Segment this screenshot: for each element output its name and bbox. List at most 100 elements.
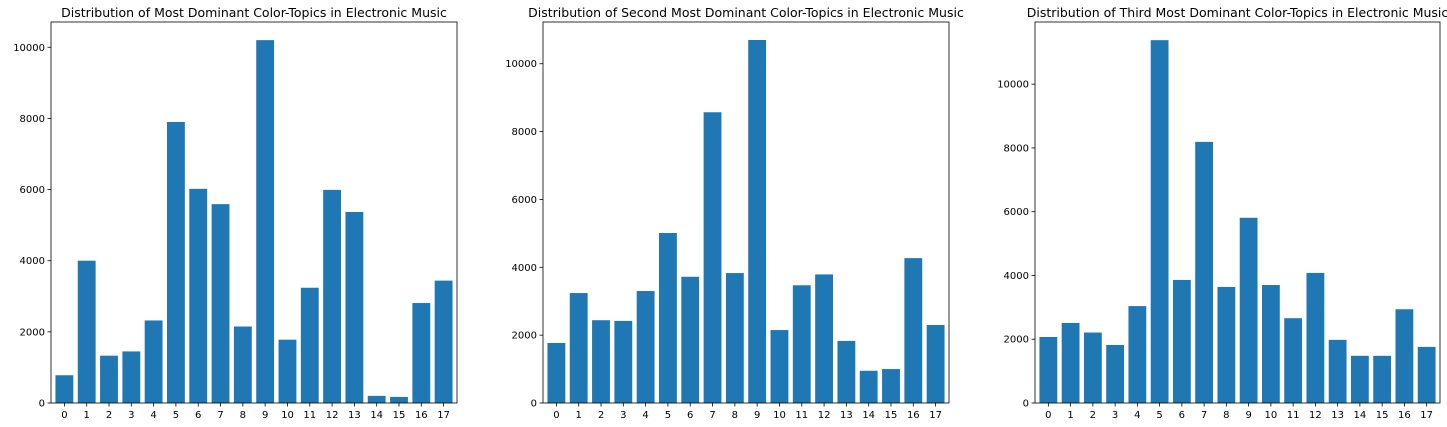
x-tick-label: 10 (281, 410, 294, 421)
bar-11 (792, 285, 811, 403)
y-tick-label: 10000 (505, 59, 537, 70)
x-tick-label: 17 (929, 410, 942, 421)
bar-6 (189, 188, 208, 403)
bar-1 (1061, 322, 1080, 403)
axes-frame (1034, 21, 1441, 404)
x-tick-label: 14 (1354, 410, 1367, 421)
bar-2 (592, 320, 610, 403)
x-tick-label: 0 (553, 410, 559, 421)
bar-5 (659, 233, 677, 403)
bar-7 (703, 112, 722, 403)
y-tick-label: 2000 (512, 331, 537, 342)
x-tick-label: 11 (303, 410, 316, 421)
bar-10 (770, 330, 789, 403)
x-tick-label: 10 (773, 410, 786, 421)
bar-16 (904, 258, 923, 403)
x-tick-label: 8 (240, 410, 246, 421)
x-tick-label: 11 (1287, 410, 1300, 421)
bar-10 (278, 339, 297, 403)
bar-1 (77, 260, 96, 403)
bar-16 (412, 303, 431, 403)
bar-0 (547, 342, 566, 403)
x-tick-label: 15 (1376, 410, 1389, 421)
x-tick-label: 13 (840, 410, 853, 421)
x-tick-label: 15 (393, 410, 406, 421)
bar-4 (636, 291, 655, 403)
x-tick-label: 16 (1398, 410, 1411, 421)
x-tick-label: 6 (1179, 410, 1185, 421)
chart-title: Distribution of Most Dominant Color-Topi… (61, 5, 447, 20)
bar-2 (1083, 332, 1102, 403)
y-tick-label: 6000 (512, 195, 537, 206)
bar-17 (434, 280, 453, 403)
x-tick-label: 8 (732, 410, 738, 421)
y-tick-label: 8000 (1004, 143, 1029, 154)
y-tick-label: 4000 (20, 256, 45, 267)
x-tick-label: 16 (415, 410, 428, 421)
bar-5 (1150, 40, 1169, 404)
x-tick-label: 9 (754, 410, 760, 421)
bar-11 (300, 287, 319, 403)
chart-title: Distribution of Third Most Dominant Colo… (1027, 5, 1447, 20)
y-tick-label: 10000 (13, 43, 45, 54)
bar-13 (837, 340, 856, 403)
y-tick-label: 8000 (20, 114, 45, 125)
y-tick-label: 0 (1023, 399, 1029, 410)
y-tick-label: 6000 (20, 185, 45, 196)
bar-11 (1284, 318, 1303, 403)
x-tick-label: 0 (1045, 410, 1051, 421)
x-tick-label: 7 (709, 410, 715, 421)
x-tick-label: 12 (1309, 410, 1322, 421)
x-tick-label: 5 (173, 410, 179, 421)
bar-9 (1239, 217, 1258, 403)
bar-3 (122, 351, 141, 403)
bar-17 (1417, 346, 1436, 403)
bar-1 (569, 293, 588, 403)
bar-8 (1217, 286, 1236, 403)
chart-panel-most-dominant: Distribution of Most Dominant Color-Topi… (13, 5, 458, 421)
x-tick-label: 14 (370, 410, 383, 421)
x-tick-label: 1 (84, 410, 90, 421)
x-tick-label: 2 (1090, 410, 1096, 421)
x-tick-label: 3 (620, 410, 626, 421)
y-tick-label: 0 (39, 399, 45, 410)
bar-15 (390, 396, 408, 403)
bar-8 (233, 326, 252, 403)
y-tick-label: 2000 (1004, 335, 1029, 346)
bar-7 (1195, 141, 1214, 403)
bar-16 (1395, 309, 1414, 403)
y-tick-label: 8000 (512, 127, 537, 138)
x-tick-label: 8 (1223, 410, 1229, 421)
x-tick-label: 5 (665, 410, 671, 421)
bar-9 (748, 39, 767, 404)
x-tick-label: 10 (1265, 410, 1278, 421)
chart-title: Distribution of Second Most Dominant Col… (528, 5, 964, 20)
bar-15 (882, 369, 900, 403)
x-tick-label: 2 (106, 410, 112, 421)
bar-0 (55, 375, 74, 403)
bar-8 (725, 273, 744, 403)
bar-7 (211, 204, 230, 403)
bar-3 (1106, 344, 1125, 403)
x-tick-label: 17 (437, 410, 450, 421)
bar-2 (100, 355, 118, 403)
x-tick-label: 3 (1112, 410, 1118, 421)
x-tick-label: 0 (61, 410, 67, 421)
x-tick-label: 4 (1134, 410, 1140, 421)
x-tick-label: 7 (217, 410, 223, 421)
y-tick-label: 6000 (1004, 207, 1029, 218)
bar-12 (815, 274, 833, 403)
bar-3 (614, 320, 633, 403)
x-tick-label: 4 (642, 410, 648, 421)
bar-14 (1350, 355, 1369, 403)
y-tick-label: 4000 (1004, 271, 1029, 282)
x-tick-label: 7 (1201, 410, 1207, 421)
x-tick-label: 14 (862, 410, 875, 421)
bar-15 (1373, 355, 1392, 403)
bar-4 (144, 320, 163, 403)
y-tick-label: 0 (531, 399, 537, 410)
x-tick-label: 13 (1331, 410, 1344, 421)
x-tick-label: 9 (1245, 410, 1251, 421)
bar-0 (1039, 337, 1058, 403)
x-tick-label: 3 (128, 410, 134, 421)
